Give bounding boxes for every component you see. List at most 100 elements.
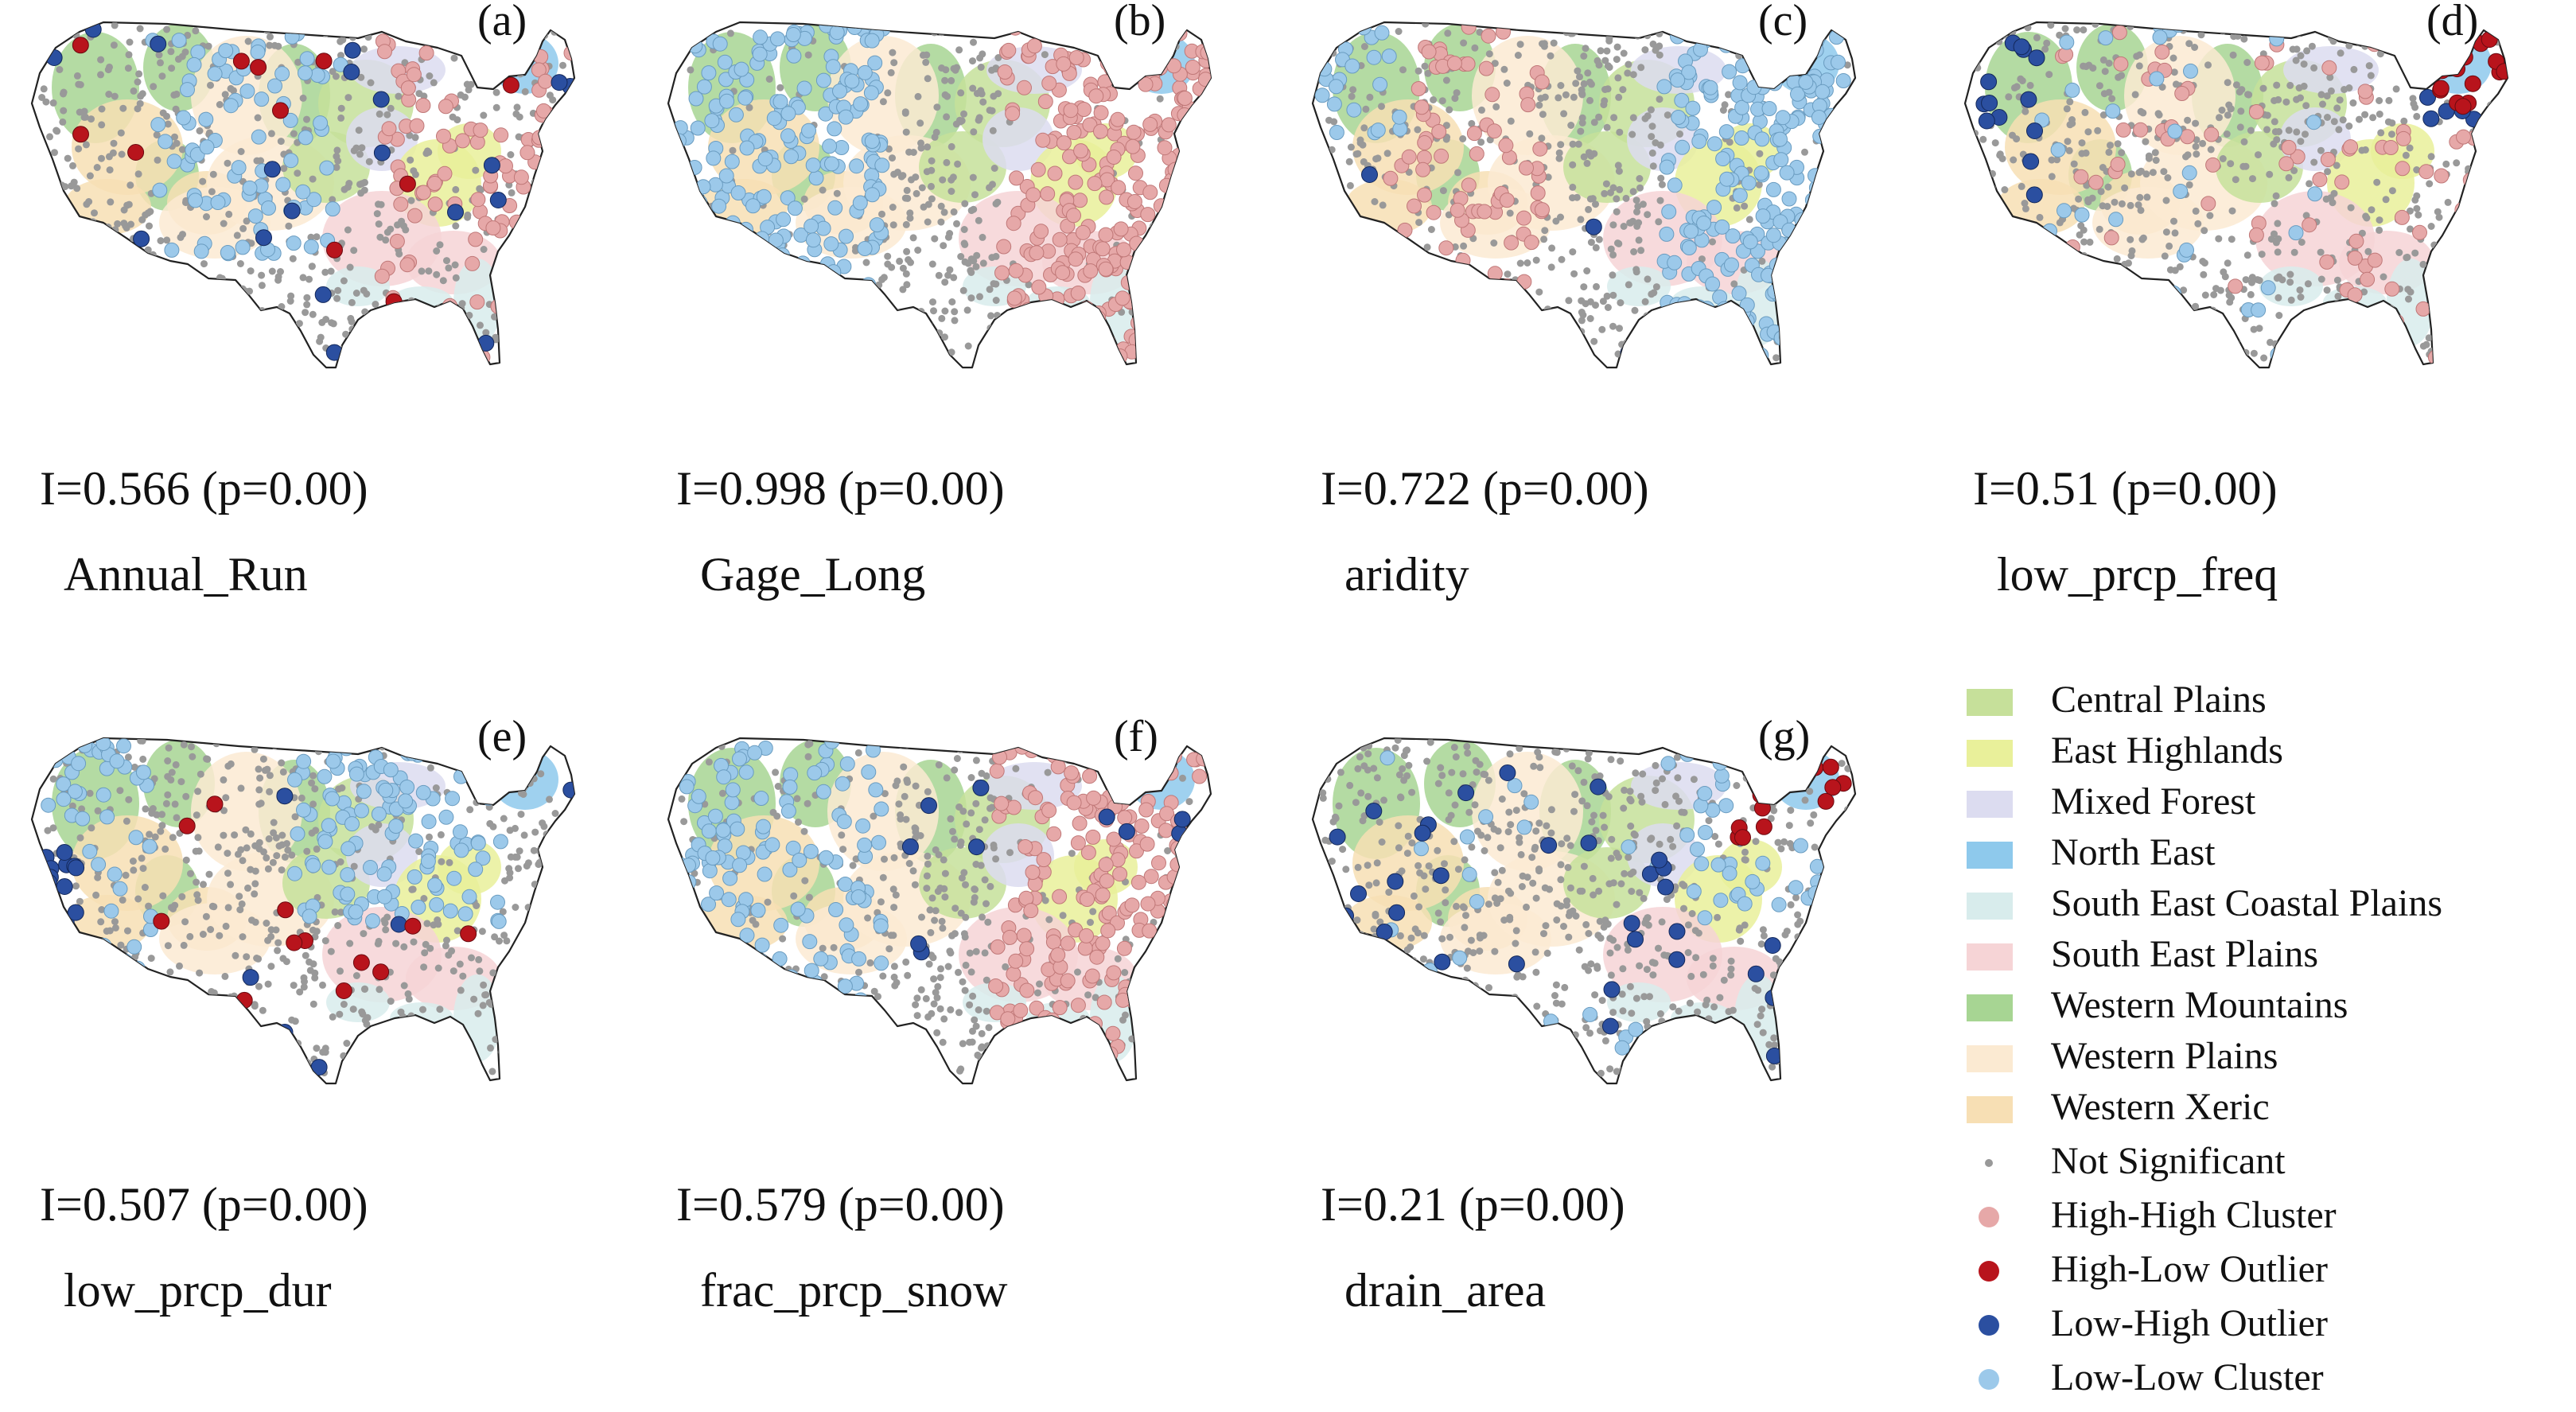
- gauge-point: [74, 972, 90, 988]
- gauge-point: [2364, 247, 2372, 255]
- gauge-point: [864, 308, 880, 324]
- gauge-point: [119, 257, 127, 265]
- gauge-point: [204, 42, 212, 50]
- gauge-point: [2260, 354, 2268, 362]
- gauge-point: [56, 343, 64, 351]
- gauge-point: [170, 316, 177, 324]
- gauge-point: [2403, 253, 2411, 261]
- gauge-point: [200, 260, 208, 268]
- gauge-point: [955, 738, 963, 745]
- gauge-point: [2345, 324, 2353, 332]
- gauge-point: [818, 980, 826, 988]
- gauge-point: [1136, 767, 1144, 774]
- gauge-point: [2204, 126, 2220, 142]
- gauge-point: [2105, 103, 2121, 119]
- gauge-point: [1190, 280, 1206, 296]
- gauge-point: [2204, 348, 2212, 356]
- gauge-point: [1981, 95, 1998, 111]
- gauge-point: [1551, 344, 1558, 352]
- ecoregion-south-east-coastal-plains: [326, 266, 390, 306]
- gauge-point: [2172, 80, 2180, 88]
- gauge-point: [2295, 325, 2303, 333]
- gauge-point: [1995, 329, 2003, 336]
- gauge-point: [100, 327, 108, 335]
- gauge-point: [1343, 235, 1351, 243]
- gauge-point: [1459, 135, 1467, 142]
- gauge-point: [1990, 307, 2007, 325]
- gauge-point: [566, 177, 573, 185]
- gauge-point: [800, 315, 807, 323]
- gauge-point: [825, 59, 841, 75]
- gauge-point: [1076, 329, 1092, 345]
- gauge-point: [2318, 305, 2326, 313]
- gauge-point: [1540, 40, 1548, 48]
- gauge-point: [1329, 79, 1344, 95]
- gauge-point: [2297, 94, 2304, 102]
- gauge-point: [715, 269, 731, 285]
- gauge-point: [164, 791, 172, 799]
- gauge-point: [295, 320, 303, 328]
- gauge-point: [498, 158, 513, 174]
- gauge-point: [1142, 311, 1150, 319]
- gauge-point: [317, 768, 333, 784]
- gauge-point: [957, 89, 965, 97]
- gauge-point: [102, 253, 110, 261]
- gauge-point: [257, 157, 265, 165]
- gauge-point: [163, 112, 170, 120]
- gauge-point: [1318, 246, 1326, 253]
- gauge-point: [1616, 325, 1623, 333]
- gauge-point: [1828, 138, 1844, 153]
- gauge-point: [776, 84, 784, 91]
- gauge-point: [2347, 338, 2363, 354]
- gauge-point: [189, 1044, 197, 1052]
- gauge-point: [699, 326, 715, 342]
- gauge-point: [1807, 31, 1823, 47]
- gauge-point: [1360, 343, 1368, 351]
- gauge-point: [2095, 333, 2111, 349]
- gauge-point: [1754, 46, 1770, 62]
- gauge-point: [207, 926, 215, 933]
- gauge-point: [319, 1048, 327, 1056]
- gauge-point: [174, 1039, 182, 1047]
- gauge-point: [507, 853, 515, 861]
- gauge-point: [1372, 323, 1380, 331]
- gauge-point: [1773, 330, 1789, 346]
- gauge-point: [1534, 74, 1550, 90]
- gauge-point: [2068, 119, 2076, 127]
- gauge-point: [527, 1070, 535, 1078]
- gauge-point: [2271, 118, 2278, 126]
- gauge-point: [231, 160, 247, 176]
- gauge-point: [86, 789, 94, 797]
- gauge-point: [119, 896, 126, 904]
- gauge-point: [902, 128, 910, 136]
- gauge-point: [306, 192, 322, 208]
- gauge-point: [2471, 347, 2479, 355]
- gauge-point: [2167, 123, 2183, 139]
- gauge-point: [2317, 248, 2325, 256]
- gauge-point: [551, 333, 567, 348]
- gauge-point: [1641, 298, 1649, 305]
- gauge-point: [87, 1006, 103, 1021]
- gauge-point: [918, 184, 926, 192]
- gauge-point: [1714, 219, 1730, 235]
- gauge-point: [275, 177, 291, 193]
- gauge-point: [2273, 136, 2281, 144]
- gauge-point: [1173, 224, 1189, 239]
- gauge-point: [940, 1015, 948, 1023]
- gauge-point: [258, 271, 266, 279]
- gauge-point: [821, 327, 837, 343]
- gauge-point: [722, 310, 738, 326]
- gauge-point: [278, 759, 286, 767]
- gauge-point: [1054, 24, 1062, 31]
- gauge-point: [263, 854, 270, 862]
- gauge-point: [2010, 156, 2018, 164]
- gauge-point: [309, 800, 317, 808]
- gauge-point: [193, 325, 200, 333]
- gauge-point: [109, 149, 117, 157]
- gauge-point: [210, 195, 226, 210]
- gauge-point: [504, 286, 521, 304]
- gauge-point: [1841, 173, 1855, 189]
- gauge-point: [508, 1001, 516, 1009]
- gauge-point: [361, 308, 369, 316]
- gauge-point: [1155, 1006, 1162, 1014]
